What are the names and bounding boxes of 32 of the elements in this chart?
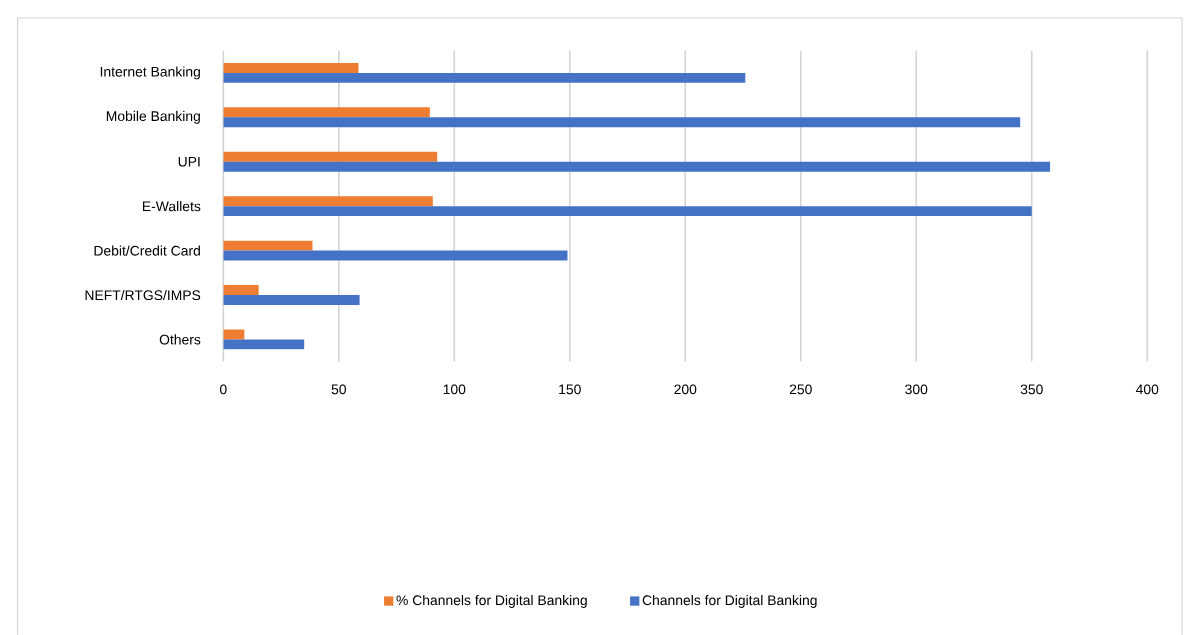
x-tick-label: 400: [1135, 384, 1159, 395]
y-tick-label: Others: [159, 334, 201, 345]
x-tick-label: 50: [331, 384, 346, 395]
bar: [223, 63, 359, 73]
legend-label: % Channels for Digital Banking: [396, 595, 587, 609]
y-tick-label: E-Wallets: [143, 201, 201, 212]
bar: [223, 250, 568, 261]
bar: [223, 107, 430, 118]
x-tick-label: 100: [443, 384, 466, 395]
bar: [223, 151, 438, 162]
bar: [223, 206, 1032, 217]
y-tick-label: Internet Banking: [100, 66, 200, 80]
bar: [223, 117, 1021, 128]
y-tick-label: UPI: [178, 156, 200, 167]
x-tick-label: 350: [1020, 384, 1043, 395]
bar: [223, 295, 360, 306]
y-tick-label: Mobile Banking: [106, 110, 200, 124]
bar: [223, 196, 433, 207]
legend-label: Channels for Digital Banking: [642, 595, 817, 609]
bar: [223, 339, 305, 350]
x-tick-label: 200: [674, 384, 697, 395]
bar: [223, 285, 259, 296]
bar: [223, 240, 313, 251]
x-tick-label: 0: [219, 384, 227, 395]
x-tick-label: 300: [905, 384, 928, 395]
bar: [223, 329, 245, 340]
x-tick-label: 150: [559, 384, 581, 395]
y-tick-label: Debit/Credit Card: [94, 245, 200, 256]
y-tick-label: NEFT/RTGS/IMPS: [85, 289, 201, 301]
bar: [223, 161, 1051, 172]
bar: [223, 72, 746, 83]
x-tick-label: 250: [789, 384, 812, 395]
